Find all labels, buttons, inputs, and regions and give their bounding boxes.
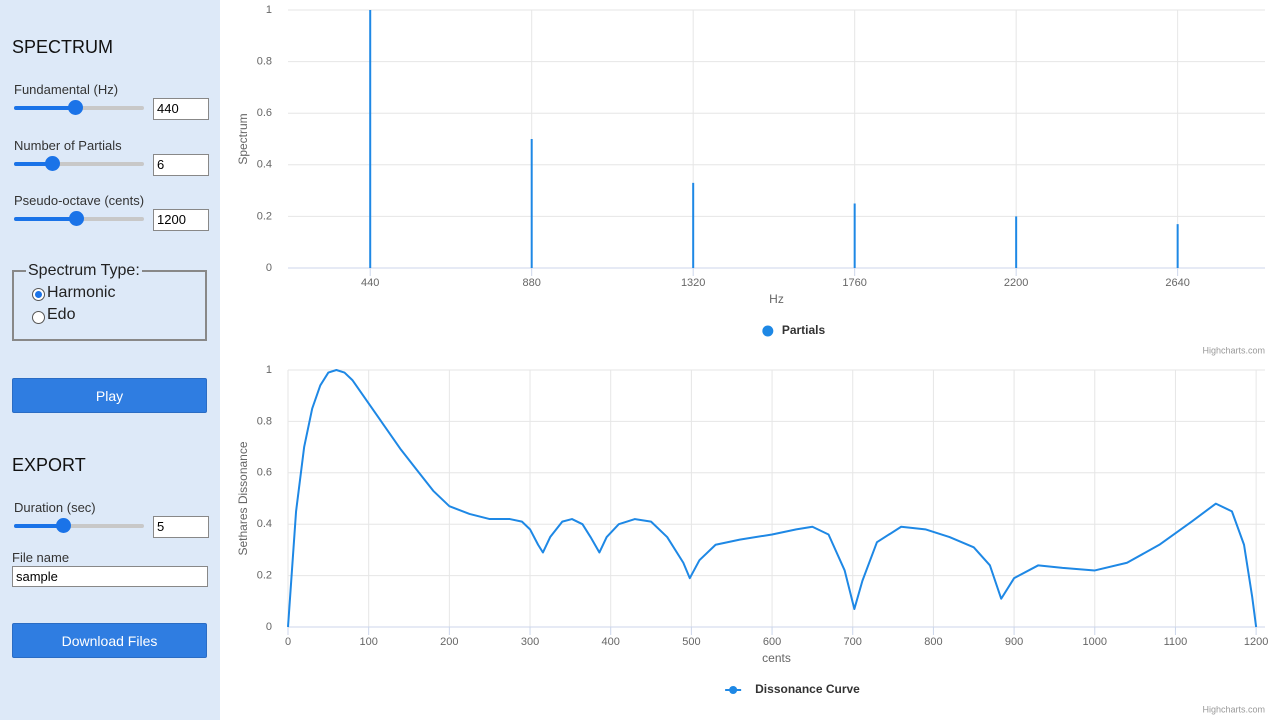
x-tick-label: 1200	[1244, 636, 1268, 648]
radio-group: Spectrum Type:	[12, 262, 207, 341]
y-tick-label: 0.6	[257, 467, 272, 479]
x-tick-label: 800	[924, 636, 942, 648]
control-label: Fundamental (Hz)	[14, 82, 119, 97]
y-tick-label: 0.8	[257, 56, 272, 68]
x-tick-label: 1320	[681, 277, 705, 289]
control-label: Duration (sec)	[14, 500, 96, 515]
download-button[interactable]: Download Files	[12, 623, 207, 658]
bar	[530, 139, 533, 268]
y-tick-label: 0.2	[257, 210, 272, 222]
bar	[853, 203, 856, 268]
bar	[1176, 224, 1179, 268]
x-tick-label: 400	[602, 636, 620, 648]
x-tick-label: 1100	[1164, 636, 1188, 648]
legend-item[interactable]: Dissonance Curve	[725, 682, 860, 696]
sidebar: SPECTRUM Fundamental (Hz) 440 Number of …	[0, 0, 220, 720]
x-axis-title: cents	[762, 651, 791, 665]
control-label: Number of Partials	[14, 138, 122, 153]
x-tick-label: 900	[1005, 636, 1023, 648]
x-tick-label: 500	[682, 636, 700, 648]
y-tick-label: 0	[266, 262, 272, 274]
y-tick-label: 1	[266, 4, 272, 16]
group-legend: Spectrum Type:	[28, 262, 140, 279]
legend-label: Partials	[782, 323, 826, 337]
bar	[369, 10, 372, 268]
text-input[interactable]: sample	[12, 566, 208, 587]
credits: Highcharts.com	[1202, 345, 1265, 355]
y-tick-label: 1	[266, 364, 272, 376]
y-axis-title: Sethares Dissonance	[236, 441, 250, 555]
radio-label[interactable]: Edo	[47, 306, 76, 323]
line	[287, 369, 1258, 628]
charts: 0 0.2 0.4 0.6 0.8 1 440 880 1320 1760 2200 2640 Hz Sp…	[236, 4, 1268, 714]
x-tick-label: 2640	[1165, 277, 1189, 289]
legend-item[interactable]: Partials	[762, 323, 826, 337]
x-tick-label: 2200	[1004, 277, 1028, 289]
y-tick-label: 0.4	[257, 159, 272, 171]
text-input[interactable]: 5	[153, 516, 209, 538]
radio[interactable]	[32, 311, 45, 324]
x-tick-label: 880	[523, 277, 541, 289]
legend-symbol	[762, 325, 774, 337]
y-tick-label: 0	[266, 621, 272, 633]
slider[interactable]	[14, 211, 144, 226]
x-tick-label: 0	[285, 636, 291, 648]
bar	[692, 182, 695, 268]
slider[interactable]	[14, 100, 144, 115]
play-button[interactable]: Play	[12, 378, 207, 413]
section-heading: EXPORT	[12, 455, 86, 475]
y-tick-label: 0.6	[257, 107, 272, 119]
x-tick-label: 600	[763, 636, 781, 648]
y-tick-label: 0.2	[257, 570, 272, 582]
bar	[1015, 216, 1018, 268]
text-input[interactable]: 440	[153, 98, 209, 120]
text-input[interactable]: 1200	[153, 209, 209, 231]
control-label: File name	[12, 550, 70, 565]
section-heading: SPECTRUM	[12, 37, 114, 57]
credits: Highcharts.com	[1202, 704, 1265, 714]
x-tick-label: 1000	[1083, 636, 1107, 648]
x-tick-label: 440	[361, 277, 379, 289]
text-input[interactable]: 6	[153, 154, 209, 176]
x-tick-label: 700	[844, 636, 862, 648]
slider[interactable]	[14, 518, 144, 533]
x-tick-label: 100	[359, 636, 377, 648]
y-tick-label: 0.8	[257, 415, 272, 427]
x-tick-label: 1760	[842, 277, 866, 289]
legend-label: Dissonance Curve	[755, 682, 860, 696]
slider[interactable]	[14, 156, 144, 171]
x-tick-label: 300	[521, 636, 539, 648]
control-label: Pseudo-octave (cents)	[14, 193, 145, 208]
y-axis-title: Spectrum	[236, 113, 250, 164]
radio-label[interactable]: Harmonic	[47, 284, 116, 301]
radio[interactable]	[32, 288, 45, 301]
legend-symbol	[729, 686, 738, 694]
x-axis-title: Hz	[769, 292, 784, 306]
x-tick-label: 200	[440, 636, 458, 648]
y-tick-label: 0.4	[257, 518, 272, 530]
